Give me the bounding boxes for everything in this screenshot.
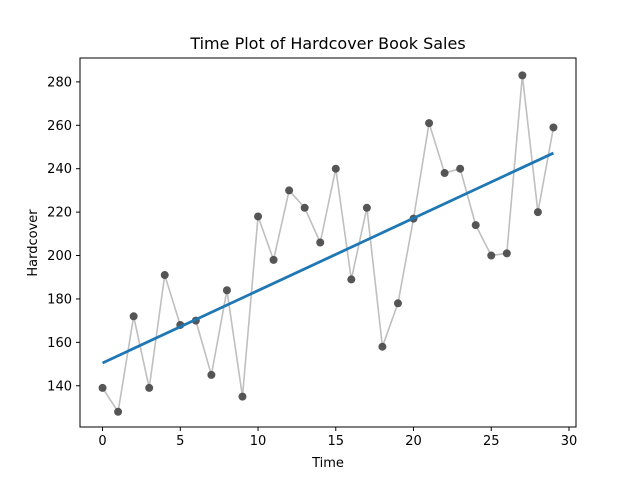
x-tick-label: 0 xyxy=(98,434,106,449)
x-tick-label: 5 xyxy=(176,434,184,449)
data-point xyxy=(269,255,278,264)
x-axis-label: Time xyxy=(311,456,344,471)
data-point xyxy=(425,119,434,128)
y-tick-label: 240 xyxy=(47,162,72,177)
data-point xyxy=(222,286,231,295)
data-point xyxy=(331,164,340,173)
x-tick-label: 30 xyxy=(561,434,578,449)
y-tick-label: 220 xyxy=(47,206,72,221)
data-point xyxy=(393,299,402,308)
data-point xyxy=(502,249,511,258)
chart-title: Time Plot of Hardcover Book Sales xyxy=(189,34,465,53)
data-point xyxy=(533,208,542,217)
data-point xyxy=(378,342,387,351)
series-connect-line xyxy=(101,74,555,413)
data-point xyxy=(440,169,449,178)
y-tick-label: 280 xyxy=(47,75,72,90)
data-point xyxy=(487,251,496,260)
data-point xyxy=(285,186,294,195)
y-tick-label: 180 xyxy=(47,292,72,307)
y-tick-label: 260 xyxy=(47,119,72,134)
data-point xyxy=(238,392,247,401)
data-point xyxy=(145,383,154,392)
data-point xyxy=(254,212,263,221)
y-tick-label: 140 xyxy=(47,379,72,394)
data-point xyxy=(160,271,169,280)
plot-frame xyxy=(79,57,577,428)
x-tick-label: 15 xyxy=(328,434,345,449)
data-point xyxy=(347,275,356,284)
y-tick-label: 200 xyxy=(47,249,72,264)
y-tick-label: 160 xyxy=(47,336,72,351)
y-axis-label: Hardcover xyxy=(26,209,41,277)
data-point xyxy=(362,203,371,212)
data-point xyxy=(114,407,123,416)
plot-area: 0 5 10 15 20 25 30 140 160 180 200 220 240 260 280 xyxy=(47,57,578,449)
data-point xyxy=(129,312,138,321)
data-point xyxy=(98,383,107,392)
data-point xyxy=(300,203,309,212)
x-tick-label: 25 xyxy=(483,434,500,449)
data-point xyxy=(456,164,465,173)
x-tick-label: 10 xyxy=(250,434,267,449)
trend-line xyxy=(101,151,555,365)
data-point xyxy=(207,370,216,379)
data-point xyxy=(316,238,325,247)
x-tick-label: 20 xyxy=(405,434,422,449)
data-point xyxy=(471,221,480,230)
data-point xyxy=(549,123,558,132)
data-point xyxy=(518,71,527,80)
